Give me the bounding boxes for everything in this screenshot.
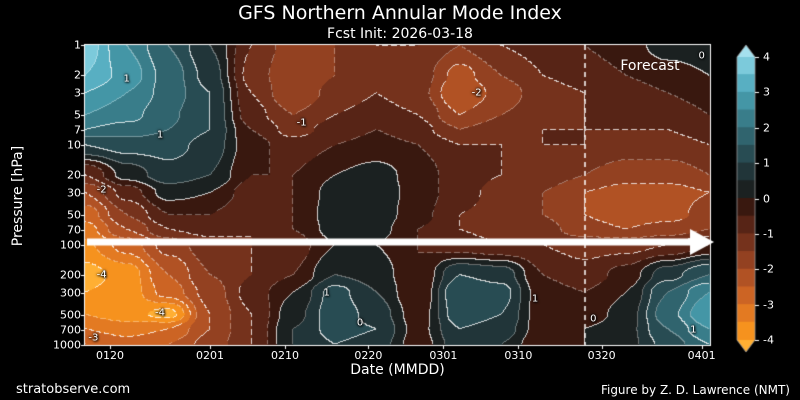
figure-credit: Figure by Z. D. Lawrence (NMT) (600, 383, 790, 397)
contour-label: -2 (96, 184, 107, 196)
contour-label: 1 (690, 324, 697, 335)
y-tick-label: 2 (74, 68, 81, 82)
colorbar-tick-label: -1 (763, 227, 774, 241)
x-axis-label: Date (MMDD) (350, 362, 445, 378)
colorbar-tick-label: -4 (763, 333, 774, 347)
contour-label: 0 (698, 50, 705, 62)
x-tick-label: 0220 (354, 349, 383, 362)
contour-label: 1 (323, 287, 330, 299)
y-tick-label: 200 (60, 268, 81, 282)
contour-label: 1 (123, 73, 130, 85)
x-tick-label: 0320 (587, 349, 616, 362)
colorbar-tick-label: 0 (763, 192, 770, 205)
y-tick-label: 3 (74, 86, 81, 100)
x-tick-label: 0210 (271, 349, 299, 362)
contour-label: -4 (155, 307, 165, 319)
contour-label: 0 (590, 313, 597, 325)
colorbar-tick-label: -2 (763, 262, 774, 276)
y-tick-label: 100 (60, 238, 81, 252)
y-tick-label: 5 (74, 108, 81, 122)
y-tick-label: 7 (74, 123, 81, 136)
watermark-stratobserve: stratobserve.com (16, 382, 131, 397)
y-axis-label: Pressure [hPa] (10, 145, 26, 247)
x-tick-label: 0120 (96, 349, 124, 362)
y-tick-label: 50 (67, 208, 81, 222)
x-tick-label: 0201 (196, 349, 224, 362)
colorbar-tick-label: 4 (763, 50, 770, 64)
y-tick-label: 70 (67, 223, 81, 236)
y-tick-label: 700 (60, 323, 81, 336)
y-tick-label: 20 (67, 168, 81, 182)
contour-label: 1 (156, 129, 164, 141)
colorbar-tick-label: -3 (763, 298, 774, 312)
contour-label: -3 (88, 332, 99, 344)
forecast-init-subtitle: Fcst Init: 2026-03-18 (327, 26, 473, 42)
y-tick-label: 1000 (53, 338, 81, 352)
x-tick-label: 0401 (687, 349, 716, 362)
y-tick-label: 1 (74, 38, 81, 52)
colorbar-tick-label: 3 (763, 85, 770, 99)
page-title: GFS Northern Annular Mode Index (238, 2, 562, 24)
colorbar-tick-label: 2 (763, 121, 770, 135)
y-tick-label: 500 (60, 308, 81, 322)
y-tick-label: 10 (67, 138, 81, 152)
contour-label: 1 (531, 293, 539, 305)
contour-label: -2 (471, 87, 482, 99)
y-tick-label: 30 (67, 186, 81, 200)
y-tick-label: 300 (60, 286, 81, 300)
forecast-annotation: Forecast (620, 58, 680, 74)
colorbar-tick-label: 1 (763, 156, 770, 170)
contour-label: 0 (356, 317, 364, 329)
x-tick-label: 0310 (504, 349, 533, 362)
contour-label: -1 (296, 117, 307, 129)
x-tick-label: 0301 (429, 349, 458, 362)
contour-label: -4 (96, 269, 107, 281)
